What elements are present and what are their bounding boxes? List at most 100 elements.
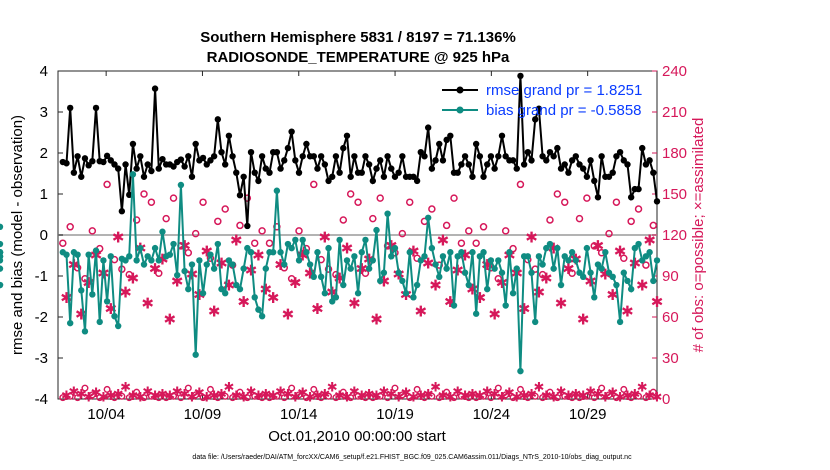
bias-point [336, 236, 343, 244]
rmse-point [362, 153, 369, 160]
obs-possible-marker-bottom [435, 394, 443, 402]
obs-assimilated-marker: ✱ [230, 231, 243, 249]
obs-possible-marker-bottom [339, 388, 347, 396]
obs-possible-marker [221, 205, 229, 213]
bias-point [244, 244, 251, 252]
bias-point [299, 236, 306, 244]
rmse-point [487, 153, 495, 160]
obs-assimilated-marker: ✱ [437, 231, 450, 249]
bias-point [74, 251, 81, 258]
rmse-point [85, 162, 92, 169]
rmse-point [653, 198, 661, 205]
rmse-point [369, 177, 377, 185]
obs-possible-marker [405, 198, 414, 206]
bias-point [85, 251, 92, 258]
rmse-point [332, 153, 340, 160]
obs-possible-marker-bottom [66, 392, 74, 400]
bias-point [314, 249, 321, 256]
rmse-point [111, 161, 118, 168]
rmse-point [605, 173, 613, 180]
obs-possible-marker [649, 221, 658, 230]
obs-possible-marker-bottom [649, 388, 657, 396]
rmse-point [546, 148, 554, 156]
y-tick-label-right: 180 [662, 145, 687, 162]
bias-point [439, 253, 447, 260]
bias-point [362, 236, 369, 244]
obs-possible-marker-bottom [531, 392, 539, 400]
rmse-point [461, 153, 469, 160]
obs-possible-marker [346, 190, 355, 198]
obs-assimilated-marker: ✱ [606, 286, 619, 304]
obs-possible-marker [560, 198, 569, 206]
obs-assimilated-marker-bottom: ✱ [615, 390, 626, 405]
obs-assimilated-marker-bottom: ✱ [548, 390, 559, 405]
rmse-point [351, 153, 358, 160]
bias-point [413, 281, 421, 289]
bias-point [517, 367, 524, 375]
y-axis-label-right: # of obs: o=possible; ×=assimilated [690, 118, 707, 353]
obs-assimilated-marker: ✱ [127, 270, 140, 288]
obs-assimilated-marker-bottom: ✱ [164, 389, 175, 404]
bias-point [635, 240, 642, 248]
rmse-point [240, 173, 247, 180]
obs-assimilated-marker-bottom: ✱ [142, 385, 153, 400]
bias-point [447, 249, 454, 256]
rmse-point [329, 173, 336, 180]
bias-point [214, 240, 222, 248]
rmse-point [310, 153, 317, 160]
obs-assimilated-marker-bottom: ✱ [371, 389, 382, 404]
rmse-point [502, 153, 509, 160]
rmse-point [532, 116, 539, 123]
obs-assimilated-marker: ✱ [621, 303, 634, 321]
obs-assimilated-marker: ✱ [178, 237, 191, 255]
y-tick-label-right: 240 [662, 63, 687, 80]
bias-point [199, 290, 207, 297]
obs-possible-marker-bottom [568, 394, 576, 402]
obs-assimilated-marker-bottom: ✱ [607, 386, 618, 401]
bias-point [347, 265, 354, 272]
obs-possible-marker [472, 239, 480, 247]
rmse-point [465, 161, 472, 168]
bias-point [484, 285, 491, 293]
bias-point [399, 277, 406, 285]
rmse-point [258, 153, 266, 160]
obs-possible-marker [258, 227, 266, 235]
obs-possible-marker [568, 269, 576, 278]
obs-assimilated-marker-bottom: ✱ [290, 390, 301, 405]
rmse-point [399, 153, 406, 160]
rmse-point [458, 161, 465, 168]
obs-possible-marker-bottom [590, 394, 598, 402]
bias-point [576, 269, 583, 276]
obs-possible-marker [398, 229, 407, 238]
bias-point [0, 281, 4, 289]
bias-point [0, 240, 4, 248]
bias-point [454, 253, 461, 260]
obs-assimilated-marker: ✱ [149, 260, 162, 278]
rmse-point [155, 165, 162, 172]
obs-possible-marker-bottom [369, 394, 377, 402]
obs-possible-marker-bottom [605, 391, 613, 399]
obs-assimilated-marker-bottom: ✱ [600, 390, 611, 405]
bias-point [332, 294, 340, 301]
bias-point [535, 253, 543, 260]
obs-possible-marker [450, 194, 458, 202]
obs-possible-marker-bottom [192, 391, 200, 399]
footnote-data-file: data file: /Users/raeder/DAI/ATM_forcXX/… [192, 454, 632, 461]
rmse-point [133, 165, 140, 172]
bias-point [306, 261, 314, 268]
bias-point [255, 306, 262, 313]
y-tick-label-right: 150 [662, 186, 687, 203]
rmse-point [336, 169, 343, 176]
obs-possible-marker-bottom [140, 394, 148, 402]
x-tick-label: 10/29 [569, 406, 607, 423]
bias-point [421, 253, 428, 260]
bias-point [498, 269, 506, 276]
rmse-point [579, 165, 587, 172]
x-tick-label: 10/24 [473, 406, 511, 423]
rmse-point [358, 169, 365, 176]
bias-point [236, 285, 244, 293]
obs-assimilated-marker: ✱ [488, 305, 501, 323]
bias-point [528, 269, 535, 276]
obs-possible-marker-bottom [317, 394, 325, 402]
bias-point [554, 244, 561, 252]
